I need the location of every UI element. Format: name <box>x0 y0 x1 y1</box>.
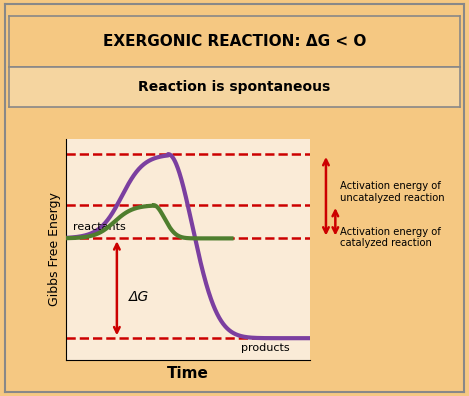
Y-axis label: Gibbs Free Energy: Gibbs Free Energy <box>48 192 61 307</box>
X-axis label: Time: Time <box>166 366 209 381</box>
Text: Reaction is spontaneous: Reaction is spontaneous <box>138 80 331 94</box>
Text: products: products <box>241 343 290 352</box>
Text: reactants: reactants <box>73 222 126 232</box>
Text: Activation energy of
uncatalyzed reaction: Activation energy of uncatalyzed reactio… <box>340 181 445 203</box>
Text: ΔG: ΔG <box>129 290 149 304</box>
Text: Activation energy of
catalyzed reaction: Activation energy of catalyzed reaction <box>340 227 441 248</box>
Text: EXERGONIC REACTION: ΔG < O: EXERGONIC REACTION: ΔG < O <box>103 34 366 49</box>
